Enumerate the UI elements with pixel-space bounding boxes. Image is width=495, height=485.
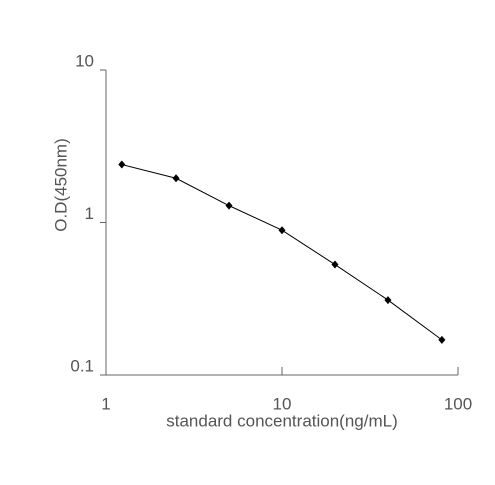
y-axis-label: O.D(450nm) xyxy=(51,138,70,232)
marker xyxy=(331,260,339,269)
y-tick-label: 10 xyxy=(75,51,94,70)
marker xyxy=(278,226,286,235)
y-tick-label: 1 xyxy=(85,204,94,223)
marker xyxy=(225,201,233,210)
marker xyxy=(384,296,392,305)
x-tick-label: 10 xyxy=(273,394,292,413)
y-tick-label: 0.1 xyxy=(70,356,94,375)
x-tick-label: 100 xyxy=(444,394,472,413)
curve xyxy=(121,164,443,341)
x-tick-label: 1 xyxy=(101,394,110,413)
marker xyxy=(118,160,126,169)
x-axis-label: standard concentration(ng/mL) xyxy=(166,411,398,430)
marker xyxy=(172,174,180,183)
marker xyxy=(438,335,446,344)
